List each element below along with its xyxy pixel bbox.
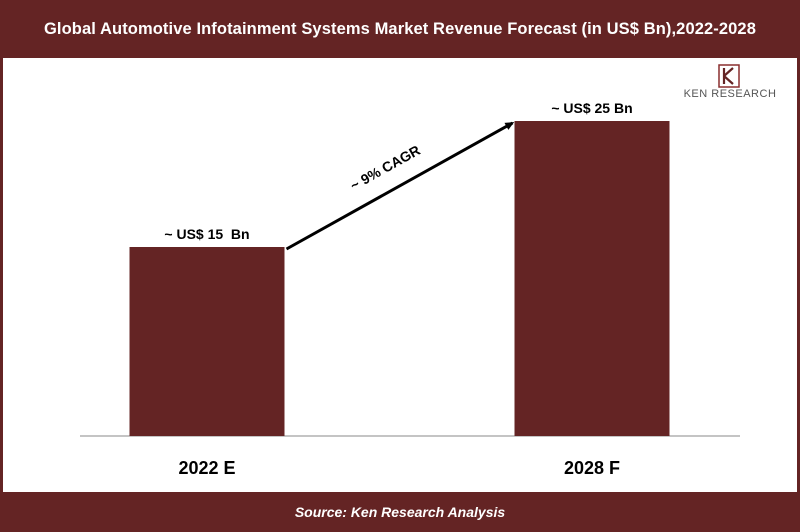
bar-2028-f [514,121,670,436]
bar-2022-e [129,247,285,436]
ken-research-logo-icon [718,64,740,88]
ken-research-logo: KEN RESEARCH [670,64,790,104]
chart-title: Global Automotive Infotainment Systems M… [0,0,800,58]
source-note: Source: Ken Research Analysis [0,492,800,532]
chart-plot: ~ US$ 15 Bn 2022 E ~ US$ 25 Bn 2028 F ~ 9% … [80,100,740,478]
cagr-annotation: ~ 9% CAGR [347,142,422,194]
logo-text: KEN RESEARCH [683,88,777,100]
right-border [797,58,800,532]
data-label: ~ US$ 15 Bn [164,226,249,242]
x-tick-label: 2028 F [564,458,620,478]
left-border [0,58,3,532]
data-label: ~ US$ 25 Bn [551,100,632,116]
cagr-arrow [285,121,515,251]
x-tick-label: 2022 E [178,458,235,478]
